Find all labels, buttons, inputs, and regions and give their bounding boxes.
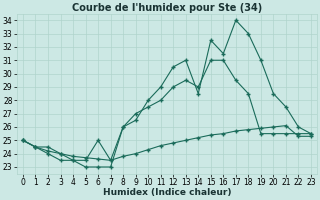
Title: Courbe de l'humidex pour Ste (34): Courbe de l'humidex pour Ste (34) xyxy=(72,3,262,13)
X-axis label: Humidex (Indice chaleur): Humidex (Indice chaleur) xyxy=(103,188,231,197)
